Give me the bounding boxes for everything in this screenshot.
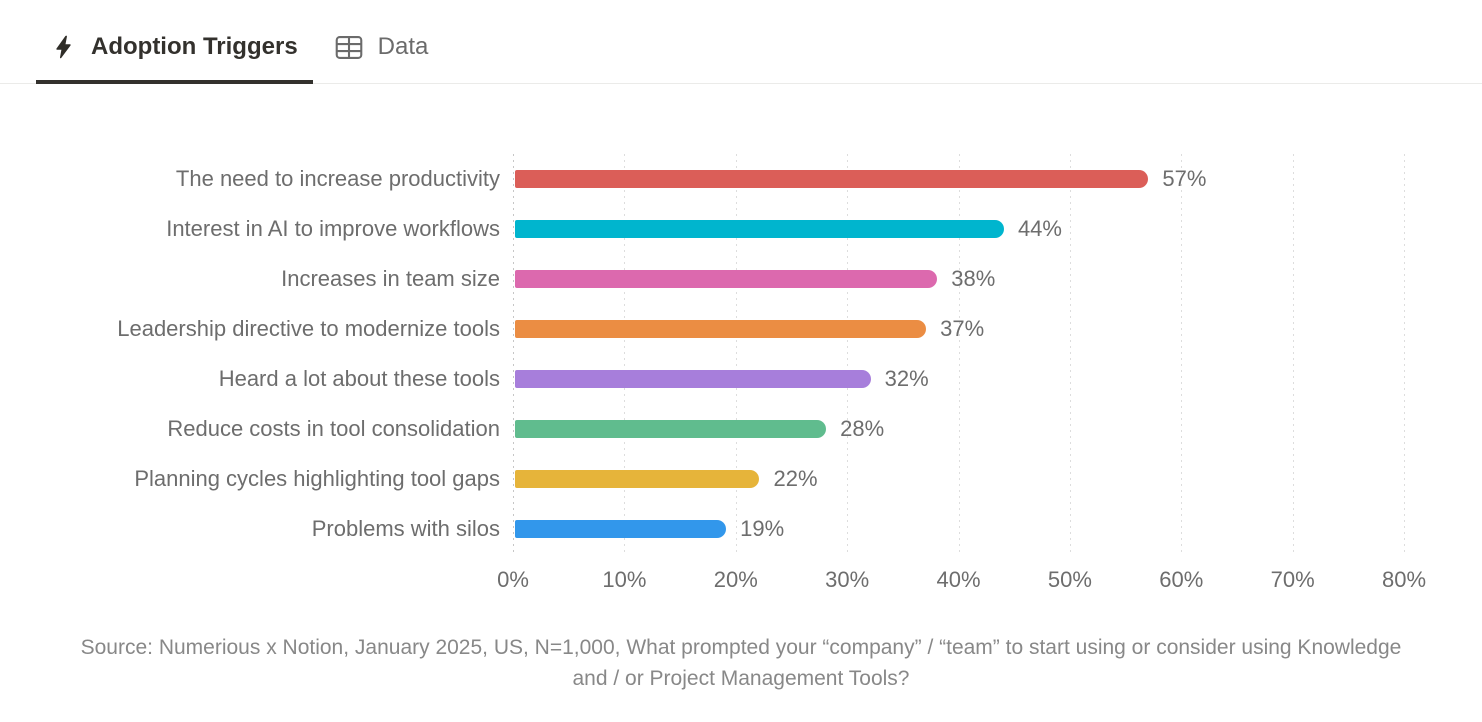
category-label: Reduce costs in tool consolidation [167,416,500,441]
source-note: Source: Numerious x Notion, January 2025… [80,636,1402,690]
x-tick-label: 50% [1047,567,1092,592]
chart-row: Reduce costs in tool consolidation 28% [0,404,1482,454]
bar-track: 57% [513,166,1404,192]
bar-track: 32% [513,366,1404,392]
tab-label: Adoption Triggers [91,33,298,60]
bar-track: 44% [513,216,1404,242]
category-label: The need to increase productivity [175,166,500,191]
tab-label: Data [377,33,429,60]
bar-value-label: 44% [1017,216,1062,241]
bar-value-label: 57% [1162,166,1207,191]
chart-row: The need to increase productivity 57% [0,154,1482,204]
bar [515,220,1004,238]
x-tick-label: 60% [1159,567,1204,592]
chart: The need to increase productivity 57% Inte… [0,154,1482,595]
x-tick-label: 20% [713,567,758,592]
chart-row: Planning cycles highlighting tool gaps 22… [0,454,1482,504]
bar [515,270,938,288]
category-label: Interest in AI to improve workflows [166,216,500,241]
tab-bar: Adoption Triggers Data [0,0,1482,84]
table-icon [334,34,364,61]
category-label: Leadership directive to modernize tools [117,316,500,341]
bar [515,470,760,488]
bar [515,170,1149,188]
x-tick-label: 80% [1381,567,1427,592]
bar-value-label: 38% [951,266,996,291]
bar [515,420,827,438]
x-tick-label: 0% [497,567,529,592]
bar [515,370,871,388]
chart-row: Heard a lot about these tools 32% [0,354,1482,404]
x-axis: 0% 10% 20% 30% 40% 50% 60% 70% 80% [497,567,1426,595]
bar-value-label: 32% [884,366,929,391]
x-tick-label: 30% [825,567,870,592]
bar-track: 19% [513,516,1404,542]
x-tick-label: 40% [936,567,981,592]
category-label: Problems with silos [311,516,500,541]
bar-value-label: 19% [740,516,785,541]
tab-adoption-triggers[interactable]: Adoption Triggers [36,33,313,84]
bar-track: 38% [513,266,1404,292]
bar-track: 28% [513,416,1404,442]
lightning-icon [51,34,77,60]
chart-row: Leadership directive to modernize tools 3… [0,304,1482,354]
bar-value-label: 22% [773,466,818,491]
chart-row: Increases in team size 38% [0,254,1482,304]
chart-rows: The need to increase productivity 57% Inte… [0,154,1482,554]
chart-row: Interest in AI to improve workflows 44% [0,204,1482,254]
x-tick-label: 10% [602,567,647,592]
chart-row: Problems with silos 19% [0,504,1482,554]
category-label: Heard a lot about these tools [218,366,500,391]
bar-track: 22% [513,466,1404,492]
bar-value-label: 28% [840,416,885,441]
bar [515,520,727,538]
category-label: Planning cycles highlighting tool gaps [134,466,500,491]
category-label: Increases in team size [281,266,500,291]
bar [515,320,927,338]
bar-value-label: 37% [940,316,985,341]
tab-data[interactable]: Data [319,33,444,84]
bar-track: 37% [513,316,1404,342]
x-tick-label: 70% [1270,567,1315,592]
